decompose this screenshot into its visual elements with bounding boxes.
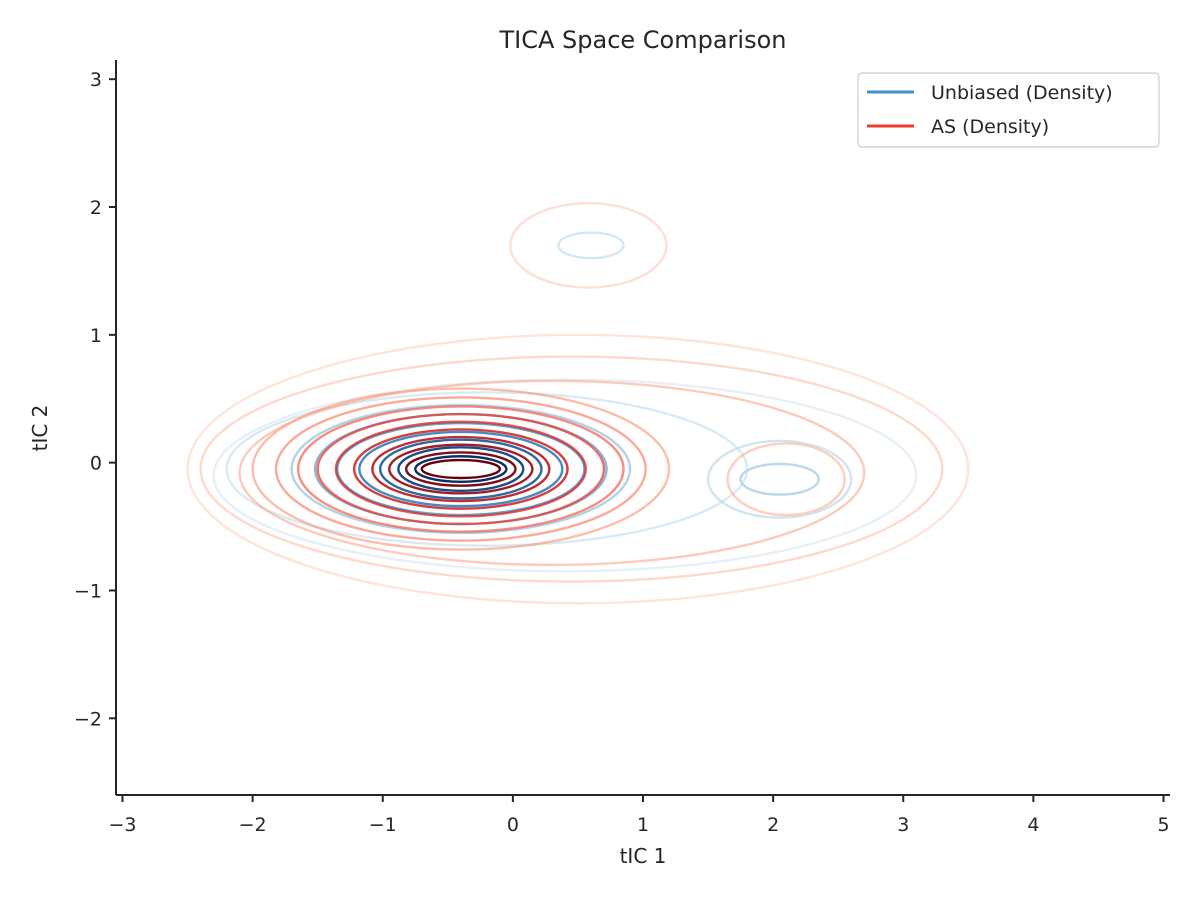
contour-level-line [186, 333, 970, 605]
x-tick-label: −3 [108, 814, 136, 836]
contour-level-line [296, 405, 625, 533]
contour-level-line [251, 387, 671, 551]
contour-level-line [238, 379, 866, 567]
x-axis-label: tIC 1 [620, 844, 667, 868]
y-tick-label: 2 [90, 197, 102, 219]
y-tick-label: 3 [90, 69, 102, 91]
contour-level-line [225, 391, 749, 547]
contour-level-line [352, 428, 569, 510]
legend-label-unbiased: Unbiased (Density) [931, 82, 1113, 104]
contour-level-line [358, 430, 564, 508]
contour-level-line [420, 458, 502, 480]
contour-level-line [557, 231, 625, 260]
x-axis-ticks: −3 −2 −1 0 1 2 3 4 5 [108, 795, 1170, 836]
contour-level-line [371, 435, 551, 503]
x-tick-label: 4 [1027, 814, 1039, 836]
y-tick-label: 1 [90, 325, 102, 347]
x-tick-label: 2 [767, 814, 779, 836]
contour-level-line [388, 443, 534, 495]
contour-level-line [212, 378, 918, 573]
x-tick-label: 3 [897, 814, 909, 836]
y-tick-label: −1 [74, 580, 102, 602]
x-tick-label: −1 [369, 814, 397, 836]
contour-level-line [726, 442, 846, 517]
y-tick-label: 0 [90, 453, 102, 475]
contour-level-line [706, 439, 853, 519]
x-tick-label: 1 [637, 814, 649, 836]
contour-series-as [186, 201, 970, 605]
y-tick-label: −2 [74, 708, 102, 730]
y-axis-label: tIC 2 [28, 405, 52, 452]
x-tick-label: −2 [239, 814, 267, 836]
x-tick-label: 0 [507, 814, 519, 836]
contour-level-line [316, 412, 606, 526]
contour-level-line [274, 396, 647, 542]
legend: Unbiased (Density) AS (Density) [857, 72, 1160, 148]
contour-level-line [336, 421, 586, 517]
legend-label-as: AS (Density) [931, 116, 1049, 138]
y-axis-ticks: −2 −1 0 1 2 3 [74, 69, 116, 730]
contour-level-line [290, 403, 632, 535]
contour-level-line [378, 438, 543, 500]
contour-series-unbiased [212, 231, 918, 573]
contour-level-line [404, 451, 517, 487]
contour-level-line [397, 446, 525, 492]
contour-level-line [414, 455, 508, 484]
x-tick-label: 5 [1157, 814, 1169, 836]
legend-frame [857, 72, 1160, 148]
contour-level-line [199, 355, 944, 583]
contour-layer [186, 201, 970, 605]
chart-title: TICA Space Comparison [498, 26, 786, 54]
contour-level-line [334, 420, 587, 518]
contour-level-line [509, 201, 668, 289]
contour-level-line [739, 462, 820, 496]
